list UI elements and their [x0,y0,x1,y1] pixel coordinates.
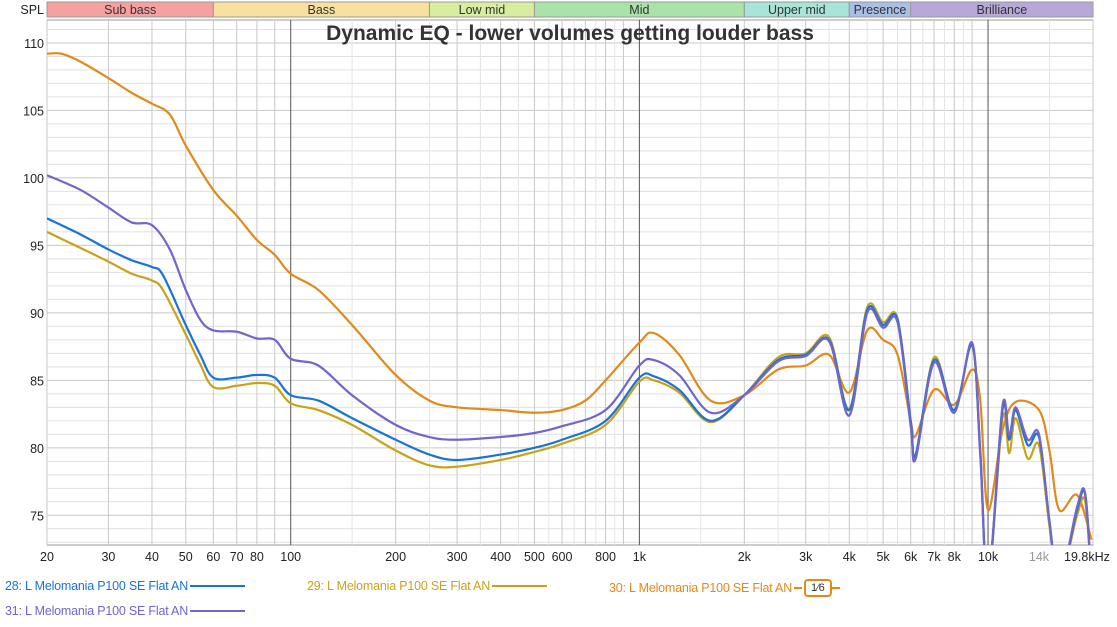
legend-line-swatch [492,585,548,587]
y-tick-label: 80 [30,442,44,456]
x-tick-label: 200 [385,550,406,564]
x-tick-label: 600 [552,550,573,564]
x-tick-label: 100 [280,550,301,564]
series-line-31 [47,174,1091,545]
legend-line-swatch [831,587,840,589]
y-tick-label: 75 [30,509,44,523]
x-tick-label: 60 [206,550,220,564]
legend-line-swatch [190,610,246,612]
legend-label: 29: L Melomania P100 SE Flat AN [307,579,491,593]
legend-item-28[interactable]: 28: L Melomania P100 SE Flat AN [5,579,246,593]
y-tick-label: 100 [23,172,44,186]
x-tick-label: 7k [927,550,941,564]
x-tick-label: 6k [904,550,918,564]
x-tick-label: 14k [1029,550,1050,564]
y-tick-label: 95 [30,239,44,253]
x-tick-label: 40 [145,550,159,564]
band-label: Presence [854,3,907,17]
band-label: Sub bass [104,3,156,17]
x-tick-label: 8k [948,550,962,564]
chart-title: Dynamic EQ - lower volumes getting loude… [326,22,814,45]
y-tick-label: 90 [30,307,44,321]
y-tick-label: 110 [24,37,44,51]
x-tick-label: 70 [230,550,244,564]
x-tick-label: 800 [595,550,616,564]
legend-item-31[interactable]: 31: L Melomania P100 SE Flat AN [5,604,246,618]
legend-line-swatch [794,587,803,589]
x-tick-label: 1k [633,550,647,564]
series-line-29 [47,230,1091,545]
x-tick-label: 500 [524,550,545,564]
x-tick-label: 30 [101,550,115,564]
y-axis-label: SPL [20,3,44,17]
x-tick-label: 50 [179,550,193,564]
legend-item-30[interactable]: 30: L Melomania P100 SE Flat AN 1⁄6 [609,579,840,597]
x-tick-label: 3k [799,550,813,564]
legend-label: 28: L Melomania P100 SE Flat AN [5,579,189,593]
legend-label: 31: L Melomania P100 SE Flat AN [5,604,189,618]
x-tick-label: 19.8kHz [1064,550,1110,564]
plot-area [46,19,1094,546]
series-line-30 [47,52,1093,540]
x-tick-label: 20 [40,550,54,564]
band-label: Low mid [459,3,506,17]
legend-label: 30: L Melomania P100 SE Flat AN [609,581,793,595]
band-label: Bass [308,3,336,17]
band-label: Mid [629,3,649,17]
x-tick-label: 4k [843,550,857,564]
series-group [47,52,1093,545]
x-tick-label: 5k [876,550,890,564]
smoothing-badge[interactable]: 1⁄6 [804,579,832,597]
legend-line-swatch [190,585,246,587]
band-label: Brilliance [976,3,1027,17]
x-tick-label: 2k [738,550,752,564]
x-tick-label: 80 [250,550,264,564]
x-tick-label: 300 [447,550,468,564]
legend-item-29[interactable]: 29: L Melomania P100 SE Flat AN [307,579,548,593]
band-brilliance [910,1,1094,18]
y-tick-label: 105 [23,104,44,118]
x-tick-label: 400 [490,550,511,564]
x-tick-label: 10k [978,550,999,564]
y-tick-label: 85 [30,374,44,388]
band-label: Upper mid [768,3,826,17]
